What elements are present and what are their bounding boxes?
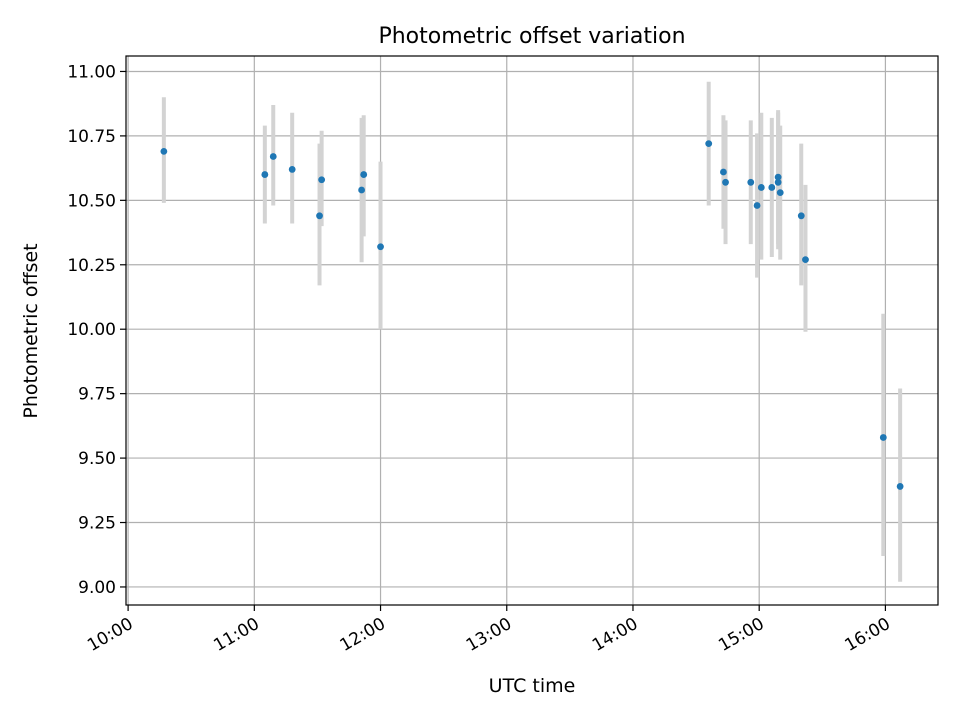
data-point bbox=[269, 153, 277, 160]
data-point bbox=[705, 140, 713, 148]
y-tick-label: 10.25 bbox=[67, 256, 116, 276]
plot-frame bbox=[125, 55, 939, 606]
y-axis-ticks: 9.00 9.25 9.50 9.75 10.00 10.25 10.50 10.75 11.0… bbox=[67, 62, 126, 598]
y-tick-label: 11.00 bbox=[67, 62, 116, 82]
y-tick-label: 9.25 bbox=[78, 514, 116, 534]
data-point bbox=[757, 184, 765, 191]
data-point bbox=[753, 202, 761, 209]
data-point bbox=[318, 176, 326, 184]
data-points bbox=[160, 140, 904, 490]
data-point bbox=[377, 243, 384, 251]
data-point bbox=[802, 256, 809, 264]
y-axis-label: Photometric offset bbox=[20, 243, 42, 418]
chart-title: Photometric offset variation bbox=[378, 24, 685, 49]
data-point bbox=[160, 147, 168, 155]
data-point bbox=[722, 178, 729, 186]
data-point bbox=[316, 212, 323, 220]
data-point bbox=[896, 483, 904, 490]
y-tick-label: 9.50 bbox=[78, 449, 116, 469]
data-point bbox=[720, 168, 727, 176]
x-axis-label: UTC time bbox=[489, 675, 576, 697]
data-point bbox=[358, 186, 366, 194]
y-tick-label: 10.50 bbox=[67, 191, 116, 211]
data-point bbox=[360, 171, 368, 178]
y-tick-label: 9.75 bbox=[78, 385, 116, 405]
data-point bbox=[774, 178, 782, 186]
data-point bbox=[776, 189, 784, 197]
data-point bbox=[261, 171, 269, 178]
data-point bbox=[747, 178, 755, 186]
y-tick-label: 10.00 bbox=[67, 320, 116, 340]
y-tick-label: 10.75 bbox=[67, 127, 116, 147]
data-point bbox=[797, 212, 805, 220]
data-point bbox=[288, 166, 296, 173]
data-point bbox=[768, 184, 776, 191]
y-tick-label: 9.00 bbox=[78, 578, 116, 598]
data-point bbox=[879, 434, 887, 441]
data-point bbox=[774, 173, 782, 181]
